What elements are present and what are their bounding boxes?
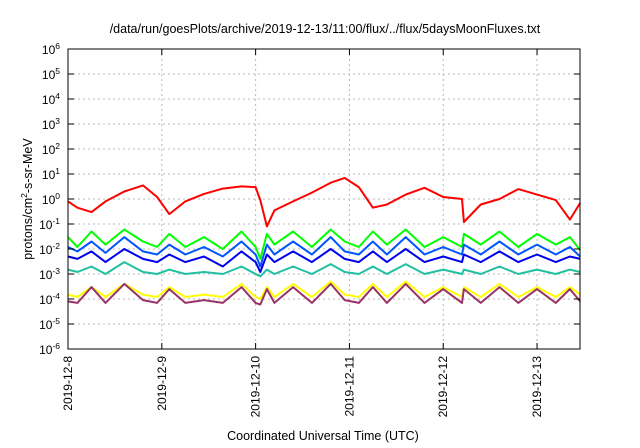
y-tick-label: 100 [42, 191, 60, 207]
y-tick-label: 101 [42, 166, 60, 182]
x-tick-label: 2019-12-12 [436, 356, 450, 418]
y-tick-base: 10 [39, 293, 53, 307]
y-tick-exponent: -6 [52, 341, 60, 351]
y-tick-exponent: -2 [52, 241, 60, 251]
y-tick-label: 10-6 [39, 341, 60, 357]
y-tick-exponent: 5 [55, 66, 60, 76]
y-tick-exponent: 1 [55, 166, 60, 176]
y-tick-label: 104 [42, 91, 60, 107]
y-tick-base: 10 [42, 68, 56, 82]
y-tick-exponent: 4 [55, 91, 60, 101]
x-tick-label: 2019-12-9 [155, 356, 169, 411]
y-tick-label: 102 [42, 141, 60, 157]
y-tick-label: 10-4 [39, 291, 60, 307]
y-tick-base: 10 [39, 268, 53, 282]
y-tick-base: 10 [42, 93, 56, 107]
series-line-7 [67, 282, 581, 306]
y-tick-exponent: 2 [55, 141, 60, 151]
series-line-3 [67, 236, 581, 268]
chart-title: /data/run/goesPlots/archive/2019-12-13/1… [110, 22, 541, 36]
y-tick-exponent: -4 [52, 291, 60, 301]
y-tick-exponent: -1 [52, 216, 60, 226]
y-tick-base: 10 [42, 118, 56, 132]
y-tick-base: 10 [42, 168, 56, 182]
y-tick-label: 106 [42, 41, 60, 57]
series-line-2 [67, 228, 581, 260]
y-tick-exponent: 0 [55, 191, 60, 201]
y-tick-base: 10 [42, 43, 56, 57]
series-line-4 [67, 248, 581, 273]
y-tick-exponent: -5 [52, 316, 60, 326]
y-tick-label: 10-5 [39, 316, 60, 332]
grid-lines [68, 49, 580, 349]
y-tick-label: 10-3 [39, 266, 60, 282]
x-axis-label: Coordinated Universal Time (UTC) [227, 429, 419, 443]
y-tick-labels: 10610510410310210110010-110-210-310-410-… [39, 41, 580, 357]
y-tick-base: 10 [42, 193, 56, 207]
y-axis-label: protons/cm2-s-sr-MeV [19, 138, 35, 260]
y-tick-base: 10 [39, 343, 53, 357]
series-group [67, 176, 582, 306]
x-tick-labels: 2019-12-8 2019-12-9 2019-12-10 2019-12-11 20… [61, 49, 544, 417]
y-tick-base: 10 [39, 243, 53, 257]
x-tick-label: 2019-12-13 [530, 356, 544, 418]
x-tick-label: 2019-12-11 [342, 356, 356, 417]
series-line-5 [67, 261, 581, 278]
series-line-1 [67, 176, 582, 228]
x-tick-label: 2019-12-10 [249, 356, 263, 418]
y-tick-exponent: -3 [52, 266, 60, 276]
y-tick-base: 10 [42, 143, 56, 157]
series-line-6 [67, 280, 581, 300]
y-tick-exponent: 6 [55, 41, 60, 51]
y-tick-label: 10-2 [39, 241, 60, 257]
y-tick-label: 10-1 [39, 216, 60, 232]
y-tick-base: 10 [39, 318, 53, 332]
x-tick-label: 2019-12-8 [61, 356, 75, 411]
y-tick-label: 105 [42, 66, 60, 82]
y-tick-exponent: 3 [55, 116, 60, 126]
y-tick-label: 103 [42, 116, 60, 132]
y-tick-base: 10 [39, 218, 53, 232]
